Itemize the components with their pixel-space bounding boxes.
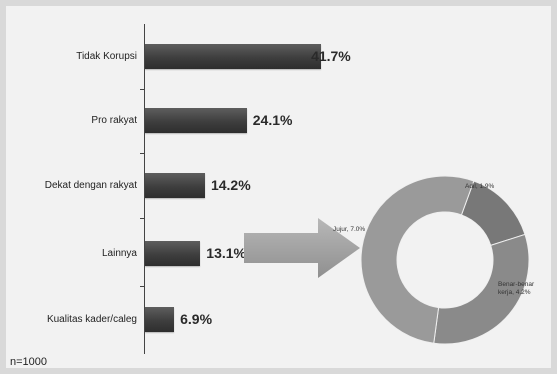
bar: [145, 241, 201, 266]
category-label: Dekat dengan rakyat: [44, 180, 137, 191]
arrow-icon: [244, 218, 360, 278]
donut-slice-label: Benar-benar kerja, 4.2%: [498, 281, 535, 296]
axis-tick: [140, 153, 145, 154]
donut-slice-label: Adil, 1.9%: [465, 183, 495, 190]
bar-value-label: 41.7%: [311, 48, 351, 64]
axis-tick: [140, 218, 145, 219]
category-label: Kualitas kader/caleg: [46, 314, 137, 325]
y-axis-line: [144, 24, 145, 354]
donut-chart: [360, 175, 530, 345]
bar: [145, 307, 175, 332]
category-label: Tidak Korupsi: [76, 51, 137, 62]
donut-slice: [433, 233, 530, 345]
bar-value-label: 13.1%: [206, 245, 246, 261]
bar-value-label: 14.2%: [210, 177, 251, 193]
bar-value-label: 6.9%: [180, 311, 213, 327]
bar-value-label: 24.1%: [252, 112, 293, 128]
bar: [145, 108, 247, 133]
bar: [145, 173, 205, 198]
donut-slice: [360, 175, 475, 344]
donut-slice-label: Jujur, 7.0%: [333, 226, 366, 233]
sample-size-note: n=1000: [10, 356, 48, 368]
category-label: Lainnya: [101, 248, 137, 259]
axis-tick: [140, 286, 145, 287]
bar: [145, 44, 322, 69]
axis-tick: [140, 89, 145, 90]
category-label: Pro rakyat: [91, 115, 137, 126]
